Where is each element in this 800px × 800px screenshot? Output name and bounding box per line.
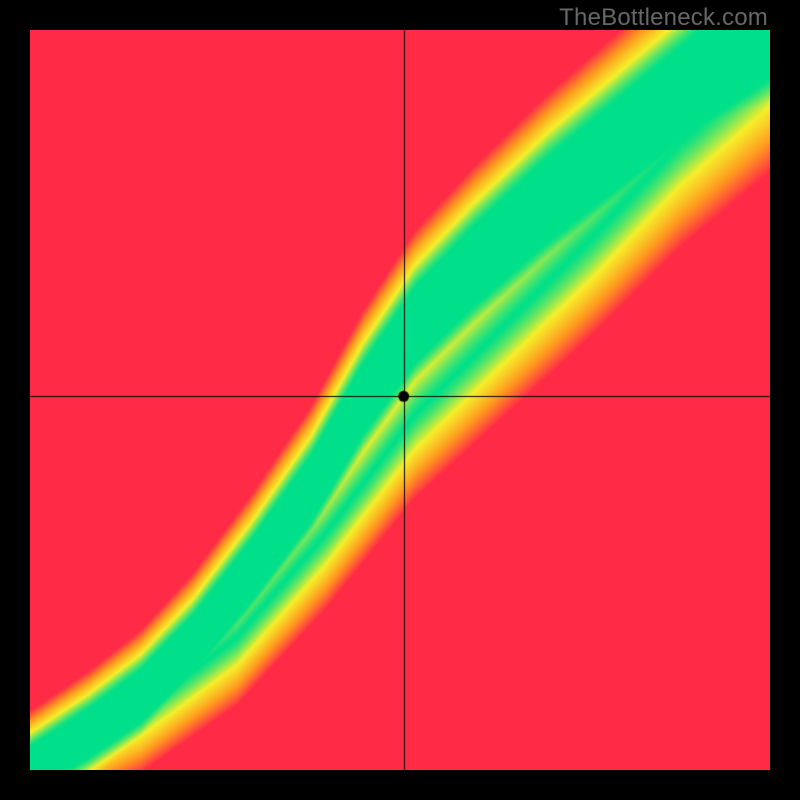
crosshair-overlay-canvas [30, 30, 770, 770]
plot-area [30, 30, 770, 770]
watermark-text: TheBottleneck.com [559, 4, 768, 32]
